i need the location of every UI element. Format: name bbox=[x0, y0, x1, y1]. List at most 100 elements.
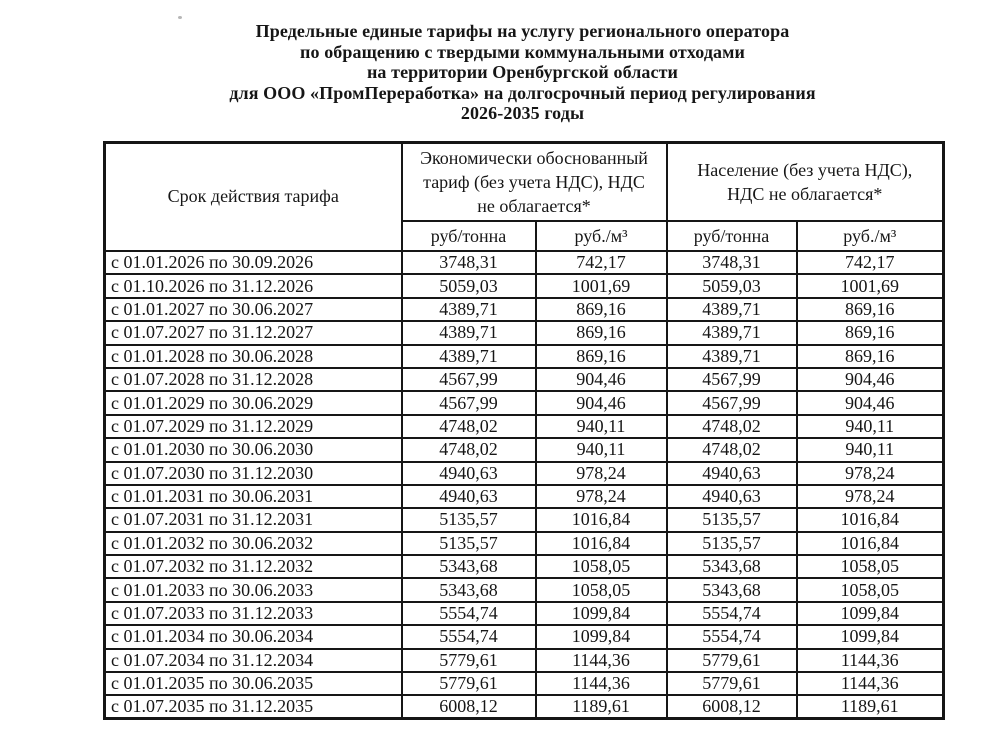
tariff-value-cell: 869,16 bbox=[534, 296, 668, 323]
tariff-value-cell: 1016,84 bbox=[795, 507, 945, 533]
tariff-value-cell: 4940,63 bbox=[665, 460, 798, 486]
tariff-value-cell: 3748,31 bbox=[400, 249, 537, 276]
tariff-value-cell: 5135,57 bbox=[665, 530, 798, 557]
tariff-value-cell: 1099,84 bbox=[534, 600, 668, 627]
tariff-value-cell: 5779,61 bbox=[665, 647, 798, 674]
table-row: с 01.07.2028 по 31.12.2028 4567,99 904,46 4… bbox=[103, 366, 945, 393]
tariff-value-cell: 1144,36 bbox=[534, 647, 668, 674]
tariff-period-cell: с 01.07.2029 по 31.12.2029 bbox=[103, 413, 403, 440]
tariff-value-cell: 742,17 bbox=[795, 249, 945, 276]
table-row: с 01.07.2035 по 31.12.2035 6008,12 1189,61… bbox=[103, 694, 945, 720]
tariff-value-cell: 4748,02 bbox=[400, 413, 537, 440]
scan-artifact-dot bbox=[178, 16, 182, 19]
tariff-period-cell: с 01.07.2028 по 31.12.2028 bbox=[103, 366, 403, 393]
tariff-value-cell: 1144,36 bbox=[534, 671, 668, 697]
tariff-value-cell: 5059,03 bbox=[400, 273, 537, 299]
tariff-value-cell: 4748,02 bbox=[400, 437, 537, 463]
tariff-value-cell: 1099,84 bbox=[795, 624, 945, 650]
header-unit-rub-per-ton-population: руб/тонна bbox=[665, 220, 798, 252]
tariff-value-cell: 4940,63 bbox=[665, 483, 798, 510]
tariff-period-cell: с 01.01.2035 по 30.06.2035 bbox=[103, 671, 403, 697]
tariff-value-cell: 5059,03 bbox=[665, 273, 798, 299]
tariff-value-cell: 1189,61 bbox=[534, 694, 668, 720]
tariff-value-cell: 5135,57 bbox=[400, 507, 537, 533]
tariff-period-cell: с 01.07.2035 по 31.12.2035 bbox=[103, 694, 403, 720]
tariff-value-cell: 5779,61 bbox=[400, 671, 537, 697]
tariff-value-cell: 4748,02 bbox=[665, 413, 798, 440]
table-row: с 01.07.2027 по 31.12.2027 4389,71 869,16 4… bbox=[103, 320, 945, 346]
table-row: с 01.07.2033 по 31.12.2033 5554,74 1099,84… bbox=[103, 600, 945, 627]
tariff-period-cell: с 01.07.2034 по 31.12.2034 bbox=[103, 647, 403, 674]
tariff-value-cell: 869,16 bbox=[795, 343, 945, 369]
tariff-value-cell: 1058,05 bbox=[534, 554, 668, 580]
table-header-row-groups: Срок действия тарифа Экономически обосно… bbox=[103, 141, 945, 252]
tariff-period-cell: с 01.07.2027 по 31.12.2027 bbox=[103, 320, 403, 346]
table-row: с 01.10.2026 по 31.12.2026 5059,03 1001,69… bbox=[103, 273, 945, 299]
tariff-period-cell: с 01.01.2034 по 30.06.2034 bbox=[103, 624, 403, 650]
tariff-period-cell: с 01.01.2033 по 30.06.2033 bbox=[103, 577, 403, 603]
tariff-value-cell: 3748,31 bbox=[665, 249, 798, 276]
table-row: с 01.07.2031 по 31.12.2031 5135,57 1016,84… bbox=[103, 507, 945, 533]
tariff-period-cell: с 01.07.2033 по 31.12.2033 bbox=[103, 600, 403, 627]
tariff-value-cell: 6008,12 bbox=[665, 694, 798, 720]
tariff-table-head: Срок действия тарифа Экономически обосно… bbox=[103, 141, 945, 252]
table-row: с 01.01.2029 по 30.06.2029 4567,99 904,46 4… bbox=[103, 390, 945, 416]
tariff-value-cell: 1144,36 bbox=[795, 671, 945, 697]
tariff-value-cell: 1099,84 bbox=[795, 600, 945, 627]
title-line: по обращению с твердыми коммунальными от… bbox=[300, 41, 745, 62]
tariff-value-cell: 742,17 bbox=[534, 249, 668, 276]
table-row: с 01.01.2031 по 30.06.2031 4940,63 978,24 4… bbox=[103, 483, 945, 510]
tariff-value-cell: 4940,63 bbox=[400, 460, 537, 486]
tariff-table-body: с 01.01.2026 по 30.09.2026 3748,31 742,17 3… bbox=[103, 249, 945, 720]
tariff-period-cell: с 01.07.2031 по 31.12.2031 bbox=[103, 507, 403, 533]
tariff-value-cell: 1058,05 bbox=[534, 577, 668, 603]
tariff-value-cell: 4389,71 bbox=[400, 296, 537, 323]
tariff-period-cell: с 01.01.2030 по 30.06.2030 bbox=[103, 437, 403, 463]
tariff-period-cell: с 01.01.2031 по 30.06.2031 bbox=[103, 483, 403, 510]
tariff-value-cell: 4567,99 bbox=[400, 390, 537, 416]
header-population-tariff: Население (без учета НДС), НДС не облага… bbox=[665, 141, 945, 222]
tariff-value-cell: 5779,61 bbox=[665, 671, 798, 697]
tariff-period-cell: с 01.01.2027 по 30.06.2027 bbox=[103, 296, 403, 323]
tariff-value-cell: 5343,68 bbox=[665, 577, 798, 603]
tariff-value-cell: 4389,71 bbox=[665, 320, 798, 346]
table-row: с 01.01.2033 по 30.06.2033 5343,68 1058,05… bbox=[103, 577, 945, 603]
table-row: с 01.07.2032 по 31.12.2032 5343,68 1058,05… bbox=[103, 554, 945, 580]
tariff-value-cell: 1016,84 bbox=[534, 530, 668, 557]
tariff-value-cell: 904,46 bbox=[795, 366, 945, 393]
table-row: с 01.01.2035 по 30.06.2035 5779,61 1144,36… bbox=[103, 671, 945, 697]
table-row: с 01.07.2029 по 31.12.2029 4748,02 940,11 4… bbox=[103, 413, 945, 440]
header-unit-rub-per-m3-population: руб./м³ bbox=[795, 220, 945, 252]
tariff-value-cell: 5554,74 bbox=[400, 624, 537, 650]
tariff-value-cell: 904,46 bbox=[795, 390, 945, 416]
tariff-value-cell: 4567,99 bbox=[665, 390, 798, 416]
tariff-period-cell: с 01.07.2032 по 31.12.2032 bbox=[103, 554, 403, 580]
tariff-value-cell: 1058,05 bbox=[795, 554, 945, 580]
tariff-value-cell: 1189,61 bbox=[795, 694, 945, 720]
tariff-value-cell: 5135,57 bbox=[665, 507, 798, 533]
tariff-value-cell: 978,24 bbox=[534, 460, 668, 486]
tariff-value-cell: 5343,68 bbox=[400, 577, 537, 603]
table-row: с 01.01.2027 по 30.06.2027 4389,71 869,16 4… bbox=[103, 296, 945, 323]
tariff-value-cell: 940,11 bbox=[795, 437, 945, 463]
tariff-value-cell: 904,46 bbox=[534, 390, 668, 416]
tariff-value-cell: 6008,12 bbox=[400, 694, 537, 720]
tariff-value-cell: 4389,71 bbox=[400, 320, 537, 346]
tariff-value-cell: 940,11 bbox=[534, 413, 668, 440]
header-economic-tariff: Экономически обоснованный тариф (без уче… bbox=[400, 141, 668, 222]
tariff-value-cell: 904,46 bbox=[534, 366, 668, 393]
document-title: Предельные единые тарифы на услугу регио… bbox=[103, 21, 942, 124]
tariff-value-cell: 869,16 bbox=[534, 343, 668, 369]
tariff-value-cell: 1016,84 bbox=[795, 530, 945, 557]
tariff-value-cell: 4567,99 bbox=[665, 366, 798, 393]
tariff-value-cell: 1001,69 bbox=[795, 273, 945, 299]
header-unit-rub-per-ton-economic: руб/тонна bbox=[400, 220, 537, 252]
tariff-value-cell: 5554,74 bbox=[400, 600, 537, 627]
table-header-row-units: руб/тонна руб./м³ руб/тонна руб./м³ bbox=[105, 220, 945, 252]
tariff-value-cell: 869,16 bbox=[534, 320, 668, 346]
title-line: 2026-2035 годы bbox=[460, 103, 585, 123]
tariff-value-cell: 4567,99 bbox=[400, 366, 537, 393]
table-row: с 01.01.2026 по 30.09.2026 3748,31 742,17 3… bbox=[103, 249, 945, 276]
header-period: Срок действия тарифа bbox=[103, 141, 403, 252]
